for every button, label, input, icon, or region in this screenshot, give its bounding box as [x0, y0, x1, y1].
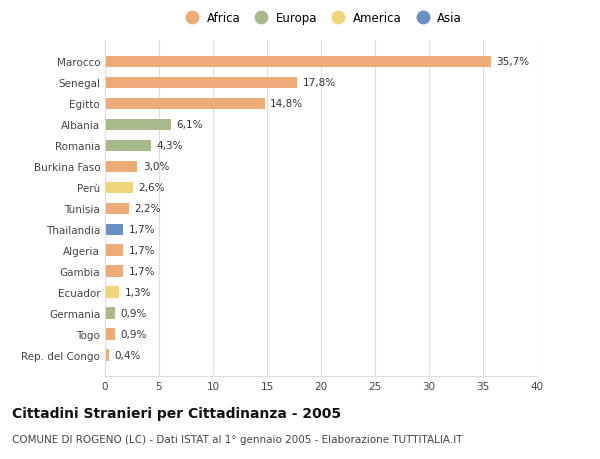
Bar — [105, 350, 109, 361]
Text: 17,8%: 17,8% — [302, 78, 336, 88]
Bar — [105, 161, 137, 173]
Bar — [105, 56, 491, 68]
Legend: Africa, Europa, America, Asia: Africa, Europa, America, Asia — [176, 7, 466, 29]
Bar — [105, 266, 124, 277]
Bar — [105, 329, 115, 340]
Text: 1,7%: 1,7% — [129, 267, 155, 277]
Text: 1,3%: 1,3% — [124, 288, 151, 297]
Text: 3,0%: 3,0% — [143, 162, 169, 172]
Bar — [105, 78, 297, 89]
Bar — [105, 203, 129, 215]
Bar — [105, 245, 124, 257]
Text: 14,8%: 14,8% — [270, 99, 304, 109]
Bar — [105, 98, 265, 110]
Bar — [105, 140, 151, 152]
Text: 2,6%: 2,6% — [139, 183, 165, 193]
Bar — [105, 308, 115, 319]
Text: 1,7%: 1,7% — [129, 246, 155, 256]
Text: 0,9%: 0,9% — [120, 330, 146, 340]
Text: 2,2%: 2,2% — [134, 204, 161, 214]
Text: Cittadini Stranieri per Cittadinanza - 2005: Cittadini Stranieri per Cittadinanza - 2… — [12, 406, 341, 420]
Bar — [105, 224, 124, 235]
Bar — [105, 182, 133, 194]
Bar — [105, 287, 119, 298]
Text: 35,7%: 35,7% — [496, 57, 529, 67]
Text: 1,7%: 1,7% — [129, 225, 155, 235]
Bar — [105, 119, 171, 131]
Text: 0,9%: 0,9% — [120, 308, 146, 319]
Text: 0,4%: 0,4% — [115, 350, 141, 360]
Text: 6,1%: 6,1% — [176, 120, 203, 130]
Text: COMUNE DI ROGENO (LC) - Dati ISTAT al 1° gennaio 2005 - Elaborazione TUTTITALIA.: COMUNE DI ROGENO (LC) - Dati ISTAT al 1°… — [12, 434, 463, 444]
Text: 4,3%: 4,3% — [157, 141, 184, 151]
